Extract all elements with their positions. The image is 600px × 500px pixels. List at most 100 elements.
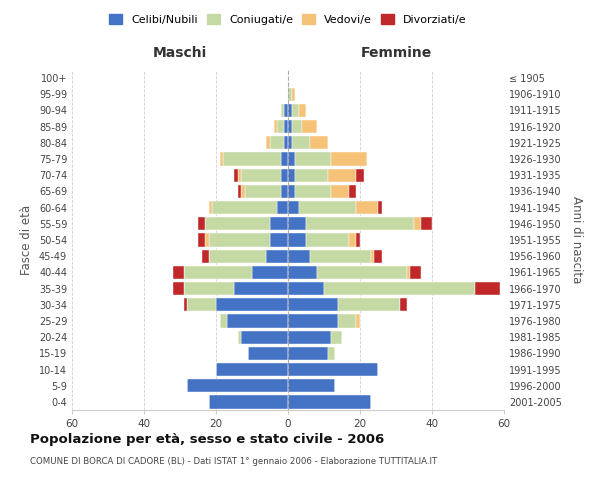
Bar (248, 346, 288, 360)
Bar (288, 363, 378, 376)
Bar (270, 234, 288, 246)
Bar (220, 152, 223, 166)
Bar (295, 152, 331, 166)
Text: Popolazione per età, sesso e stato civile - 2006: Popolazione per età, sesso e stato civil… (30, 432, 384, 446)
Bar (310, 136, 328, 149)
Bar (288, 346, 328, 360)
Bar (295, 168, 328, 182)
Bar (288, 379, 335, 392)
Bar (317, 266, 407, 279)
Bar (277, 201, 288, 214)
Bar (266, 250, 288, 263)
Bar (371, 250, 374, 263)
Bar (356, 201, 378, 214)
Bar (475, 282, 500, 295)
Bar (234, 282, 288, 295)
Bar (288, 201, 299, 214)
Bar (216, 298, 288, 312)
Bar (288, 136, 292, 149)
Bar (421, 217, 432, 230)
Bar (184, 282, 234, 295)
Bar (288, 314, 338, 328)
Bar (295, 185, 331, 198)
Bar (241, 330, 288, 344)
Bar (205, 234, 209, 246)
Bar (292, 88, 295, 101)
Bar (292, 120, 302, 134)
Bar (212, 201, 277, 214)
Bar (310, 250, 371, 263)
Bar (299, 201, 356, 214)
Bar (184, 298, 187, 312)
Bar (284, 104, 288, 117)
Bar (209, 201, 212, 214)
Text: Femmine: Femmine (361, 46, 431, 60)
Bar (324, 282, 475, 295)
Bar (234, 168, 238, 182)
Bar (284, 120, 288, 134)
Y-axis label: Fasce di età: Fasce di età (20, 205, 33, 275)
Bar (288, 250, 310, 263)
Bar (328, 168, 356, 182)
Bar (400, 298, 407, 312)
Bar (184, 266, 252, 279)
Bar (198, 217, 205, 230)
Bar (288, 266, 317, 279)
Bar (288, 282, 324, 295)
Bar (277, 120, 284, 134)
Bar (241, 168, 281, 182)
Bar (270, 136, 284, 149)
Bar (202, 250, 209, 263)
Bar (378, 201, 382, 214)
Bar (410, 266, 421, 279)
Bar (338, 298, 400, 312)
Bar (270, 217, 288, 230)
Bar (414, 217, 421, 230)
Bar (407, 266, 410, 279)
Bar (306, 234, 349, 246)
Bar (238, 330, 241, 344)
Bar (306, 217, 414, 230)
Bar (227, 314, 288, 328)
Bar (281, 152, 288, 166)
Bar (209, 396, 288, 408)
Bar (288, 168, 295, 182)
Bar (252, 266, 288, 279)
Bar (288, 88, 292, 101)
Bar (173, 266, 184, 279)
Bar (374, 250, 382, 263)
Bar (331, 330, 342, 344)
Bar (281, 168, 288, 182)
Bar (284, 136, 288, 149)
Bar (209, 234, 270, 246)
Bar (299, 104, 306, 117)
Text: COMUNE DI BORCA DI CADORE (BL) - Dati ISTAT 1° gennaio 2006 - Elaborazione TUTTI: COMUNE DI BORCA DI CADORE (BL) - Dati IS… (30, 458, 437, 466)
Bar (288, 120, 292, 134)
Bar (266, 136, 270, 149)
Bar (292, 136, 310, 149)
Text: Maschi: Maschi (153, 46, 207, 60)
Bar (288, 185, 295, 198)
Bar (241, 185, 245, 198)
Bar (292, 104, 299, 117)
Bar (281, 104, 284, 117)
Bar (205, 217, 270, 230)
Bar (338, 314, 356, 328)
Legend: Celibi/Nubili, Coniugati/e, Vedovi/e, Divorziati/e: Celibi/Nubili, Coniugati/e, Vedovi/e, Di… (106, 10, 470, 28)
Bar (349, 185, 356, 198)
Bar (187, 298, 216, 312)
Bar (220, 314, 227, 328)
Bar (331, 152, 367, 166)
Bar (274, 120, 277, 134)
Bar (288, 298, 338, 312)
Bar (288, 396, 371, 408)
Bar (223, 152, 281, 166)
Bar (349, 234, 356, 246)
Bar (209, 250, 266, 263)
Bar (245, 185, 281, 198)
Bar (288, 234, 306, 246)
Bar (356, 234, 360, 246)
Bar (328, 346, 335, 360)
Y-axis label: Anni di nascita: Anni di nascita (570, 196, 583, 284)
Bar (238, 168, 241, 182)
